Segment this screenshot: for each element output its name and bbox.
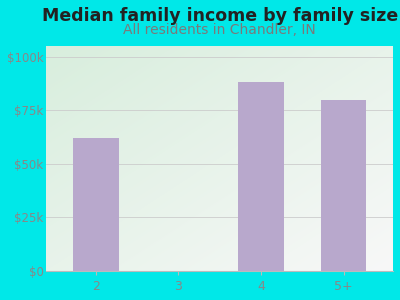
Title: Median family income by family size: Median family income by family size	[42, 7, 398, 25]
Text: All residents in Chandler, IN: All residents in Chandler, IN	[123, 23, 316, 37]
Bar	[73, 138, 118, 271]
Bar	[238, 82, 284, 271]
Bar	[321, 100, 366, 271]
